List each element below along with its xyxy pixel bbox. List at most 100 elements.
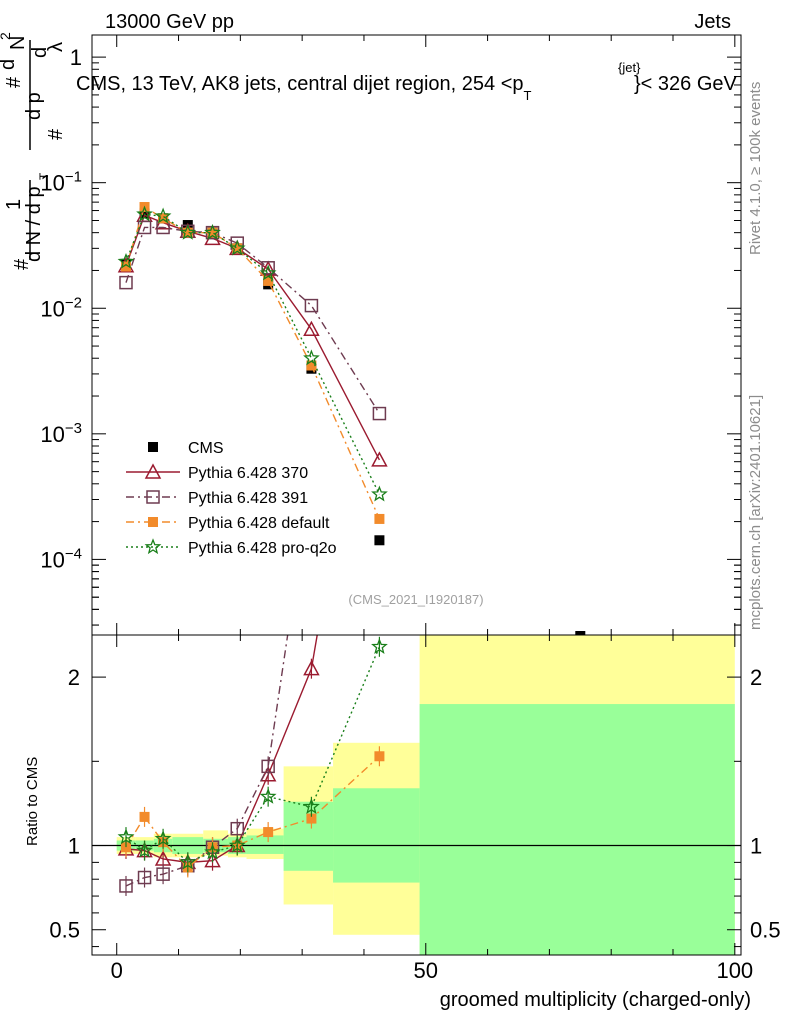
main-point-pythia-6-428-pro-q2o — [136, 205, 153, 222]
y-tick-label: 10−3 — [40, 420, 82, 447]
y-tick-label: 10−4 — [40, 545, 82, 572]
svg-text:#: # — [45, 128, 67, 140]
svg-text:d: d — [29, 47, 51, 58]
process-label: Jets — [694, 11, 731, 33]
ratio-point-pythia-6-428-default — [139, 811, 150, 822]
main-line-pythia-6-428-default — [125, 205, 381, 520]
legend-label-cms: CMS — [188, 440, 224, 457]
main-point-pythia-6-428-pro-q2o — [259, 264, 277, 281]
ratio-point-pythia-6-428-pro-q2o — [303, 797, 320, 814]
y-tick-label: 10−2 — [40, 294, 82, 321]
axis-ticks: 0 50 100 1 10−1 10−2 10−3 10−4 0.5 0.5 1 1 2 2 — [40, 35, 781, 983]
ratio-point-pythia-6-428-370 — [204, 852, 221, 868]
ratio-point-pythia-6-428-391 — [230, 821, 245, 836]
svg-text:#: # — [3, 76, 25, 88]
mcplots-label: mcplots.cern.ch [arXiv:2401.10621] — [747, 395, 764, 630]
main-point-pythia-6-428-pro-q2o — [154, 207, 172, 224]
main-point-pythia-6-428-default — [232, 243, 243, 254]
svg-text:2: 2 — [0, 32, 13, 40]
ratio-point-pythia-6-428-default — [120, 842, 131, 853]
legend-label-pythia-6-428-pro-q2o: Pythia 6.428 pro-q2o — [188, 540, 337, 557]
svg-text:T: T — [37, 172, 51, 180]
main-line-pythia-6-428-370 — [125, 214, 381, 461]
main-point-pythia-6-428-391 — [261, 261, 275, 275]
ratio-point-pythia-6-428-pro-q2o — [117, 828, 135, 845]
uncertainty-bands — [92, 635, 741, 955]
ratio-y-tick-label-right: 0.5 — [750, 918, 781, 943]
legend-marker-cms — [148, 442, 158, 452]
main-point-pythia-6-428-pro-q2o — [179, 223, 197, 240]
title-tail: }< 326 GeV — [634, 73, 738, 95]
main-point-pythia-6-428-391 — [372, 406, 387, 421]
band-green — [283, 801, 334, 871]
legend-marker-pythia-6-428-pro-q2o — [144, 538, 162, 555]
rivet-version-label: Rivet 4.1.0, ≥ 100k events — [747, 82, 764, 255]
ratio-point-pythia-6-428-pro-q2o — [204, 843, 221, 860]
legend-label-pythia-6-428-370: Pythia 6.428 370 — [188, 465, 308, 482]
main-point-pythia-6-428-default — [306, 360, 317, 371]
ratio-point-pythia-6-428-pro-q2o — [136, 841, 153, 858]
ratio-point-pythia-6-428-pro-q2o — [371, 637, 388, 654]
svg-text:1: 1 — [3, 199, 25, 210]
analysis-id: (CMS_2021_I1920187) — [348, 592, 483, 607]
y-tick-label: 10−1 — [40, 169, 82, 196]
ratio-line-pythia-6-428-default — [125, 755, 380, 869]
svg-text:λ: λ — [45, 42, 67, 52]
band-green — [419, 704, 735, 955]
legend-marker-pythia-6-428-370 — [144, 463, 162, 479]
main-point-cms — [374, 535, 385, 546]
ratio-point-pythia-6-428-default — [306, 813, 317, 824]
legend-label-pythia-6-428-default: Pythia 6.428 default — [188, 515, 330, 532]
main-point-pythia-6-428-370 — [371, 451, 388, 467]
legend-marker-pythia-6-428-391 — [146, 490, 160, 504]
x-tick-label: 50 — [414, 958, 438, 983]
ratio-point-pythia-6-428-pro-q2o — [154, 829, 172, 846]
main-y-axis-label: # d N / d p T 1 # d p # d d 2 N λ — [0, 32, 67, 270]
main-point-pythia-6-428-default — [120, 261, 131, 272]
svg-text:d p: d p — [23, 92, 45, 120]
ratio-y-tick-label: 2 — [68, 665, 80, 690]
ratio-point-pythia-6-428-default — [374, 751, 385, 762]
title-sub: T — [524, 88, 532, 103]
band-green — [333, 788, 420, 883]
main-point-pythia-6-428-default — [374, 513, 385, 524]
main-point-cms — [139, 208, 150, 219]
main-point-pythia-6-428-default — [207, 227, 218, 238]
chart-title: CMS, 13 TeV, AK8 jets, central dijet reg… — [76, 60, 738, 103]
ratio-y-tick-label: 1 — [68, 834, 80, 859]
svg-text:N: N — [7, 36, 29, 50]
legend-label-pythia-6-428-391: Pythia 6.428 391 — [188, 490, 308, 507]
ratio-point-pythia-6-428-pro-q2o — [179, 853, 197, 870]
ratio-point-pythia-6-428-pro-q2o — [228, 836, 246, 853]
main-point-pythia-6-428-default — [263, 275, 274, 286]
legend: CMS Pythia 6.428 370 Pythia 6.428 391 Pythi… — [126, 440, 337, 557]
ratio-point-pythia-6-428-391 — [137, 870, 152, 885]
main-point-pythia-6-428-391 — [304, 298, 319, 313]
svg-text:d: d — [0, 59, 19, 70]
ratio-series-group — [117, 635, 388, 896]
title-main: CMS, 13 TeV, AK8 jets, central dijet reg… — [76, 73, 524, 95]
ratio-y-tick-label-right: 2 — [750, 665, 762, 690]
main-point-pythia-6-428-370 — [259, 260, 277, 276]
svg-text:#: # — [11, 258, 33, 270]
ratio-point-pythia-6-428-391 — [156, 867, 170, 881]
ratio-point-pythia-6-428-pro-q2o — [259, 787, 277, 804]
main-point-pythia-6-428-default — [158, 213, 169, 224]
main-point-pythia-6-428-370 — [303, 320, 320, 337]
main-series-group — [117, 202, 586, 635]
main-point-pythia-6-428-391 — [119, 275, 133, 290]
y-tick-label: 1 — [70, 45, 82, 70]
main-point-pythia-6-428-pro-q2o — [303, 349, 320, 366]
ratio-point-pythia-6-428-391 — [119, 879, 133, 893]
x-tick-label: 100 — [716, 958, 753, 983]
ratio-y-axis-label: Ratio to CMS — [24, 757, 41, 846]
main-line-pythia-6-428-pro-q2o — [125, 213, 381, 495]
ratio-point-pythia-6-428-391 — [261, 759, 275, 774]
energy-label: 13000 GeV pp — [105, 11, 234, 33]
svg-text:d N / d p: d N / d p — [23, 186, 45, 262]
main-point-pythia-6-428-pro-q2o — [371, 485, 388, 502]
x-axis-label: groomed multiplicity (charged-only) — [440, 989, 751, 1011]
ratio-y-tick-label-right: 1 — [750, 834, 762, 859]
main-point-pythia-6-428-pro-q2o — [228, 239, 246, 256]
